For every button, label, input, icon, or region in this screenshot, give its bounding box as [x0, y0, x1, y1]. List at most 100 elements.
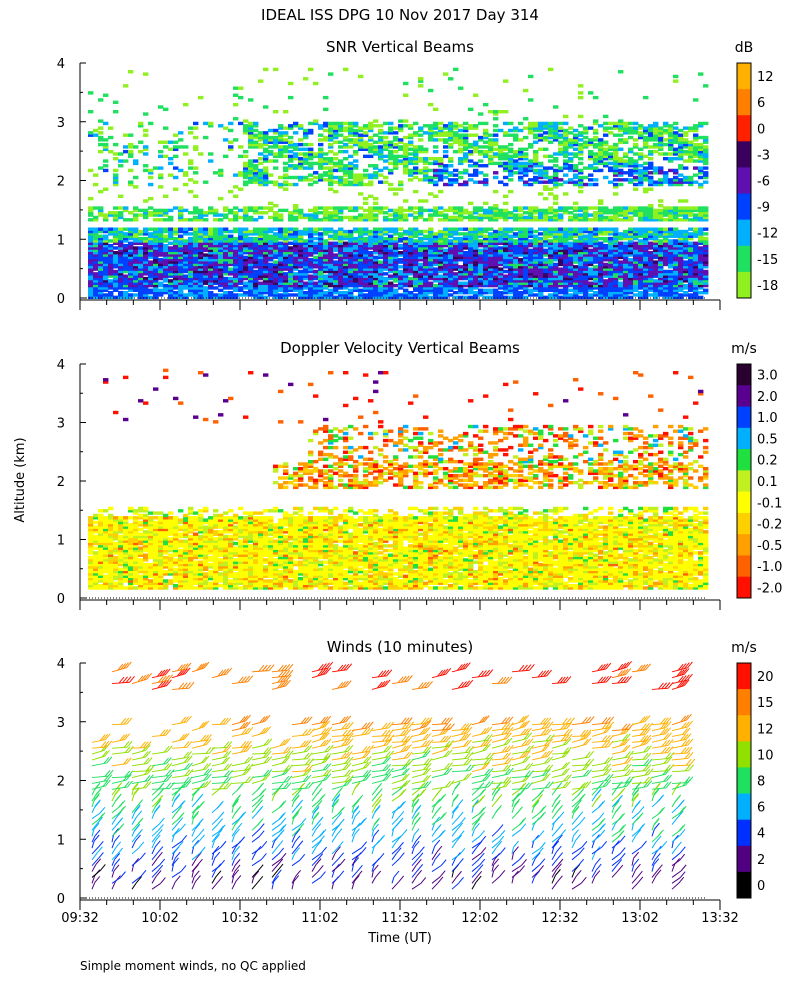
- heatmap-cell: [313, 283, 319, 288]
- heatmap-cell: [468, 265, 474, 269]
- heatmap-cell: [258, 142, 264, 147]
- heatmap-cell: [368, 164, 374, 168]
- heatmap-cell: [163, 218, 169, 222]
- heatmap-cell: [133, 229, 139, 234]
- heatmap-cell: [428, 269, 434, 274]
- heatmap-cell: [408, 272, 414, 276]
- heatmap-cell: [328, 211, 334, 215]
- heatmap-cell: [413, 159, 419, 163]
- heatmap-cell: [338, 229, 344, 234]
- heatmap-cell: [208, 243, 214, 248]
- heatmap-cell: [478, 288, 484, 292]
- heatmap-cell: [403, 218, 409, 222]
- heatmap-cell: [243, 227, 249, 231]
- heatmap-cell: [193, 166, 199, 170]
- heatmap-cell: [388, 241, 394, 245]
- heatmap-cell: [268, 274, 274, 278]
- heatmap-cell: [353, 149, 359, 154]
- heatmap-cell: [373, 140, 379, 144]
- heatmap-cell: [253, 232, 259, 236]
- heatmap-cell: [423, 251, 429, 255]
- heatmap-cell: [418, 149, 424, 154]
- heatmap-cell: [408, 260, 414, 264]
- heatmap-cell: [428, 227, 434, 231]
- heatmap-cell: [278, 185, 284, 189]
- heatmap-cell: [213, 295, 219, 300]
- heatmap-cell: [443, 262, 449, 267]
- heatmap-cell: [433, 180, 439, 184]
- heatmap-cell: [143, 128, 149, 133]
- heatmap-cell: [133, 215, 139, 220]
- heatmap-cell: [418, 248, 424, 253]
- heatmap-cell: [248, 279, 254, 283]
- heatmap-cell: [348, 281, 354, 285]
- heatmap-cell: [218, 279, 224, 283]
- heatmap-cell: [603, 206, 609, 210]
- heatmap-cell: [168, 286, 174, 290]
- heatmap-cell: [393, 258, 399, 262]
- heatmap-cell: [348, 138, 354, 142]
- heatmap-cell: [338, 206, 344, 210]
- heatmap-cell: [183, 182, 189, 187]
- heatmap-cell: [283, 276, 289, 281]
- heatmap-cell: [408, 290, 414, 295]
- heatmap-cell: [373, 295, 379, 300]
- heatmap-cell: [268, 283, 274, 288]
- heatmap-cell: [373, 258, 379, 262]
- heatmap-cell: [293, 124, 299, 128]
- heatmap-cell: [213, 293, 219, 297]
- heatmap-cell: [288, 288, 294, 292]
- heatmap-cell: [263, 276, 269, 281]
- heatmap-cell: [353, 288, 359, 292]
- heatmap-cell: [288, 246, 294, 250]
- heatmap-cell: [368, 272, 374, 276]
- heatmap-cell: [163, 229, 169, 234]
- heatmap-cell: [348, 253, 354, 257]
- heatmap-cell: [138, 251, 144, 255]
- heatmap-cell: [493, 147, 499, 151]
- heatmap-cell: [308, 208, 314, 213]
- heatmap-cell: [303, 276, 309, 281]
- heatmap-cell: [333, 241, 339, 245]
- heatmap-cell: [553, 164, 559, 168]
- heatmap-cell: [143, 295, 149, 300]
- heatmap-cell: [233, 93, 239, 97]
- heatmap-cell: [443, 208, 449, 213]
- heatmap-cell: [623, 138, 629, 142]
- heatmap-cell: [298, 126, 304, 130]
- heatmap-cell: [363, 283, 369, 288]
- heatmap-cell: [283, 182, 289, 187]
- heatmap-cell: [158, 265, 164, 269]
- heatmap-cell: [318, 157, 324, 161]
- heatmap-cell: [313, 248, 319, 253]
- heatmap-cell: [238, 251, 244, 255]
- heatmap-cell: [343, 166, 349, 170]
- heatmap-cell: [358, 178, 364, 182]
- heatmap-cell: [348, 258, 354, 262]
- heatmap-cell: [438, 246, 444, 250]
- heatmap-cell: [108, 281, 114, 285]
- heatmap-cell: [478, 258, 484, 262]
- heatmap-cell: [343, 281, 349, 285]
- heatmap-cell: [468, 164, 474, 168]
- heatmap-cell: [453, 208, 459, 213]
- heatmap-cell: [593, 142, 599, 147]
- heatmap-cell: [343, 180, 349, 184]
- heatmap-cell: [423, 147, 429, 151]
- heatmap-cell: [193, 145, 199, 149]
- heatmap-cell: [388, 281, 394, 285]
- heatmap-cell: [378, 283, 384, 288]
- heatmap-cell: [188, 265, 194, 269]
- heatmap-cell: [333, 218, 339, 222]
- heatmap-cell: [428, 283, 434, 288]
- heatmap-cell: [88, 241, 94, 245]
- heatmap-cell: [403, 239, 409, 243]
- heatmap-cell: [608, 121, 614, 126]
- heatmap-cell: [253, 218, 259, 222]
- heatmap-cell: [113, 211, 119, 215]
- heatmap-cell: [188, 281, 194, 285]
- heatmap-cell: [413, 168, 419, 173]
- heatmap-cell: [423, 272, 429, 276]
- heatmap-cell: [373, 293, 379, 297]
- heatmap-cell: [538, 161, 544, 166]
